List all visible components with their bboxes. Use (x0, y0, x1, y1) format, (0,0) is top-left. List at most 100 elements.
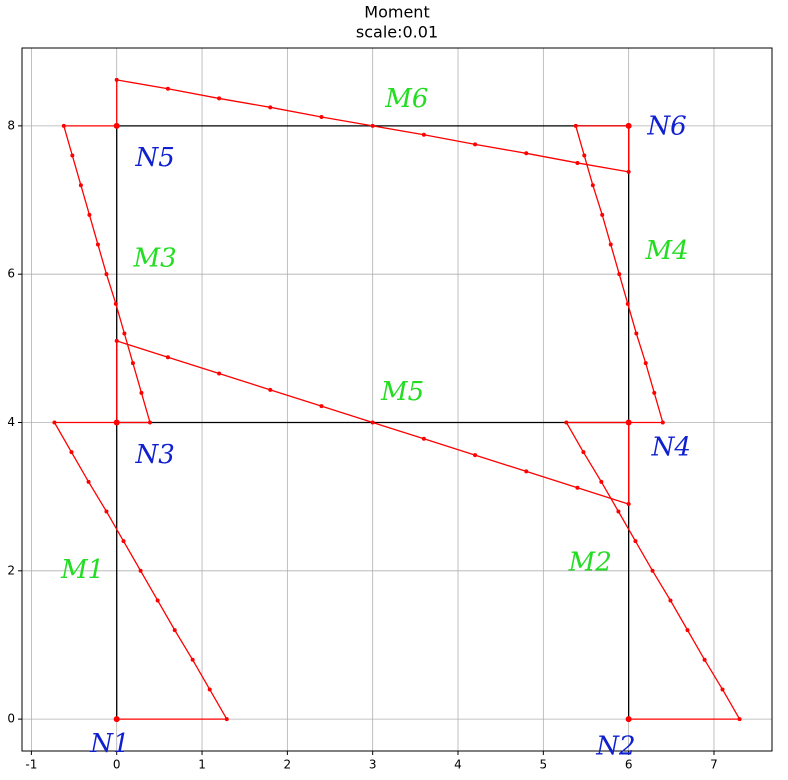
point (114, 77, 119, 82)
point (668, 598, 673, 603)
annotation: M2 (568, 547, 612, 577)
point (207, 687, 212, 692)
point (626, 169, 631, 174)
x-tick-label: 7 (710, 758, 718, 772)
point (685, 628, 690, 633)
point (702, 657, 707, 662)
point (69, 450, 74, 455)
point (524, 151, 529, 156)
point (95, 242, 100, 247)
point (52, 420, 57, 425)
x-tick-label: 5 (540, 758, 548, 772)
x-tick-label: 0 (113, 758, 121, 772)
point (608, 242, 613, 247)
point (573, 123, 578, 128)
point (155, 598, 160, 603)
chart-title: Moment (364, 3, 429, 22)
point (122, 331, 127, 336)
y-tick-label: 6 (7, 267, 15, 281)
point (421, 132, 426, 137)
point (582, 153, 587, 158)
plot-frame (21, 47, 773, 752)
point (172, 628, 177, 633)
point (147, 420, 152, 425)
point (626, 502, 631, 507)
point (581, 450, 586, 455)
point (660, 420, 665, 425)
point (625, 301, 630, 306)
annotation: M1 (60, 555, 104, 585)
annotation: N3 (134, 440, 174, 470)
y-tick-label: 2 (7, 563, 15, 577)
annotation: N2 (595, 731, 635, 761)
point (217, 371, 222, 376)
point (599, 479, 604, 484)
point (633, 539, 638, 544)
point (421, 436, 426, 441)
point (268, 105, 273, 110)
point (104, 509, 109, 514)
annotation: N5 (134, 143, 174, 173)
point (138, 568, 143, 573)
point (113, 716, 120, 723)
annotation: M3 (133, 243, 177, 273)
point (590, 183, 595, 188)
point (268, 387, 273, 392)
point (70, 153, 75, 158)
point (575, 485, 580, 490)
point (634, 331, 639, 336)
point (224, 717, 229, 722)
point (650, 568, 655, 573)
point (575, 160, 580, 165)
point (720, 687, 725, 692)
point (625, 122, 632, 129)
point (190, 657, 195, 662)
point (104, 272, 109, 277)
y-tick-label: 0 (7, 712, 15, 726)
annotation: N4 (651, 432, 691, 462)
annotation: M4 (644, 236, 688, 266)
point (625, 716, 632, 723)
annotation: N1 (89, 729, 129, 759)
point (139, 390, 144, 395)
point (165, 355, 170, 360)
x-tick-label: 1 (198, 758, 206, 772)
x-tick-label: 6 (625, 758, 633, 772)
y-tick-label: 8 (7, 118, 15, 132)
point (217, 96, 222, 101)
point (86, 479, 91, 484)
point (625, 419, 632, 426)
x-tick-label: 2 (284, 758, 292, 772)
annotation: M5 (380, 377, 424, 407)
point (114, 338, 119, 343)
point (121, 539, 126, 544)
point (473, 453, 478, 458)
point (473, 142, 478, 147)
point (78, 183, 83, 188)
point (165, 86, 170, 91)
point (113, 122, 120, 129)
chart-subtitle: scale:0.01 (356, 23, 438, 42)
point (370, 420, 375, 425)
point (600, 212, 605, 217)
point (319, 114, 324, 119)
x-tick-label: 3 (369, 758, 377, 772)
annotation: N6 (646, 111, 686, 141)
point (617, 272, 622, 277)
point (652, 390, 657, 395)
point (370, 123, 375, 128)
point (130, 361, 135, 366)
x-tick-label: 4 (454, 758, 462, 772)
y-tick-label: 4 (7, 415, 15, 429)
point (61, 123, 66, 128)
point (87, 212, 92, 217)
point (524, 469, 529, 474)
point (616, 509, 621, 514)
annotation: M6 (384, 84, 428, 114)
point (113, 301, 118, 306)
point (643, 361, 648, 366)
point (319, 404, 324, 409)
point (113, 419, 120, 426)
point (737, 717, 742, 722)
